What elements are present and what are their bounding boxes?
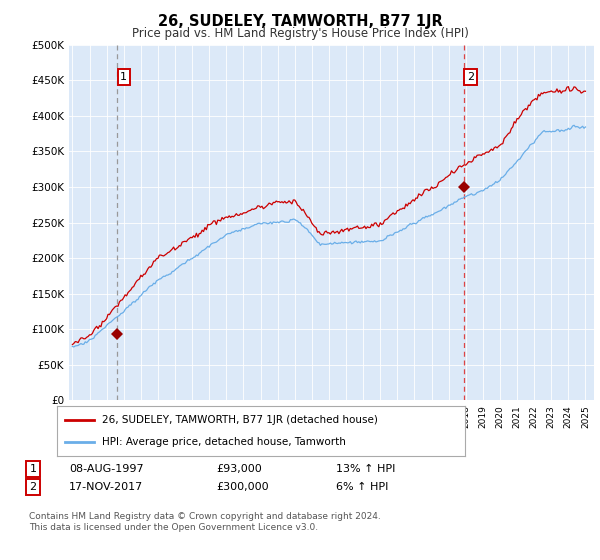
- Text: Price paid vs. HM Land Registry's House Price Index (HPI): Price paid vs. HM Land Registry's House …: [131, 27, 469, 40]
- Text: 08-AUG-1997: 08-AUG-1997: [69, 464, 143, 474]
- Text: 1: 1: [29, 464, 37, 474]
- Text: 2: 2: [29, 482, 37, 492]
- Text: Contains HM Land Registry data © Crown copyright and database right 2024.
This d: Contains HM Land Registry data © Crown c…: [29, 512, 380, 532]
- Text: 6% ↑ HPI: 6% ↑ HPI: [336, 482, 388, 492]
- Text: 1: 1: [121, 72, 127, 82]
- Text: £300,000: £300,000: [216, 482, 269, 492]
- Text: £93,000: £93,000: [216, 464, 262, 474]
- Text: 26, SUDELEY, TAMWORTH, B77 1JR (detached house): 26, SUDELEY, TAMWORTH, B77 1JR (detached…: [102, 415, 378, 425]
- Text: 17-NOV-2017: 17-NOV-2017: [69, 482, 143, 492]
- Text: HPI: Average price, detached house, Tamworth: HPI: Average price, detached house, Tamw…: [102, 437, 346, 447]
- Text: 2: 2: [467, 72, 474, 82]
- Text: 26, SUDELEY, TAMWORTH, B77 1JR: 26, SUDELEY, TAMWORTH, B77 1JR: [158, 14, 442, 29]
- Text: 13% ↑ HPI: 13% ↑ HPI: [336, 464, 395, 474]
